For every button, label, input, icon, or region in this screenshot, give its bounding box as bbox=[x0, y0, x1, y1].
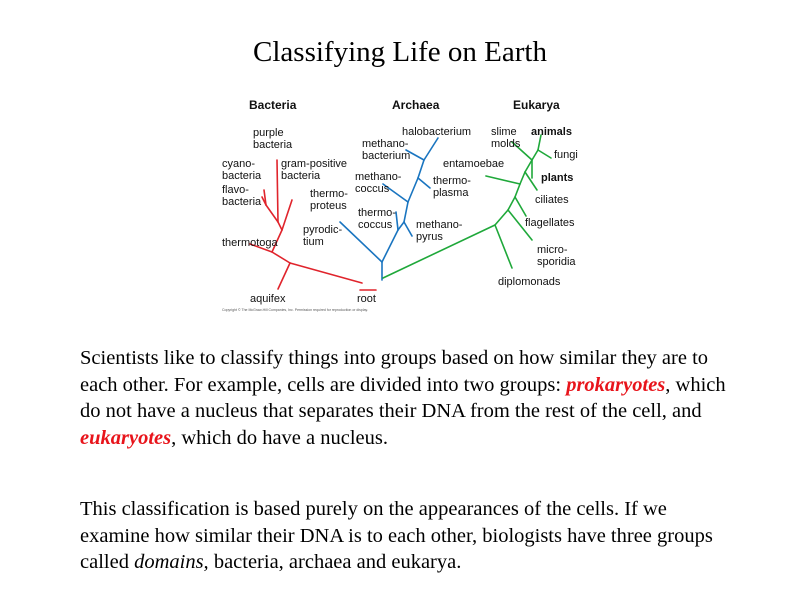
label-slime-molds: slime molds bbox=[491, 126, 521, 150]
label-entamoebae: entamoebae bbox=[443, 158, 504, 170]
label-flavobacteria: flavo- bacteria bbox=[222, 184, 262, 208]
label-diplomonads: diplomonads bbox=[498, 276, 561, 288]
domain-bacteria: Bacteria bbox=[249, 98, 297, 112]
label-flagellates: flagellates bbox=[525, 217, 575, 229]
label-ciliates: ciliates bbox=[535, 194, 569, 206]
term-prokaryotes: prokaryotes bbox=[566, 373, 666, 396]
label-aquifex: aquifex bbox=[250, 293, 286, 305]
paragraph2-text-b: bacteria, archaea and eukarya. bbox=[208, 551, 462, 573]
archaea-branches bbox=[339, 137, 439, 281]
paragraph2-text-a: This classification is based purely on t… bbox=[80, 498, 713, 573]
label-methanopyrus: methano- pyrus bbox=[416, 219, 466, 243]
term-domains: domains, bbox=[134, 551, 209, 573]
paragraph1-text-c: , which do have a nucleus. bbox=[171, 426, 389, 449]
paragraph1-text-a: Scientists like to classify things into … bbox=[80, 347, 709, 396]
label-thermoproteus: thermo- proteus bbox=[310, 188, 351, 212]
label-fungi: fungi bbox=[554, 149, 578, 161]
bacteria-branches bbox=[249, 159, 377, 291]
domain-eukarya: Eukarya bbox=[513, 98, 560, 112]
paragraph-domains: This classification is based purely on t… bbox=[80, 496, 740, 576]
label-microsporidia: micro- sporidia bbox=[537, 244, 576, 268]
label-root: root bbox=[357, 293, 376, 305]
term-eukaryotes: eukaryotes bbox=[80, 426, 172, 449]
label-halobacterium: halobacterium bbox=[402, 126, 471, 138]
paragraph1-text-b: , which do not have a nucleus that separ… bbox=[80, 373, 726, 423]
phylogenetic-tree: Bacteria Archaea Eukarya purple bacteria… bbox=[222, 98, 578, 312]
label-cyanobacteria: cyano- bacteria bbox=[222, 158, 262, 182]
eukarya-branches bbox=[382, 134, 552, 279]
label-gram-positive-bacteria: gram-positive bacteria bbox=[281, 158, 350, 182]
label-plants: plants bbox=[541, 172, 573, 184]
page-title: Classifying Life on Earth bbox=[253, 36, 547, 68]
label-thermococcus: thermo- coccus bbox=[358, 207, 399, 231]
label-purple-bacteria: purple bacteria bbox=[253, 127, 293, 151]
label-methanococcus: methano- coccus bbox=[355, 171, 405, 195]
domain-archaea: Archaea bbox=[392, 98, 440, 112]
copyright-notice: Copyright © The McGraw-Hill Companies, I… bbox=[222, 308, 368, 312]
label-pyrodictium: pyrodic- tium bbox=[303, 224, 345, 248]
label-animals: animals bbox=[531, 126, 572, 138]
paragraph-prokaryotes-eukaryotes: Scientists like to classify things into … bbox=[80, 345, 740, 451]
label-methanobacterium: methano- bacterium bbox=[362, 138, 412, 162]
label-thermoplasma: thermo- plasma bbox=[433, 175, 474, 199]
label-thermotoga: thermotoga bbox=[222, 237, 279, 249]
